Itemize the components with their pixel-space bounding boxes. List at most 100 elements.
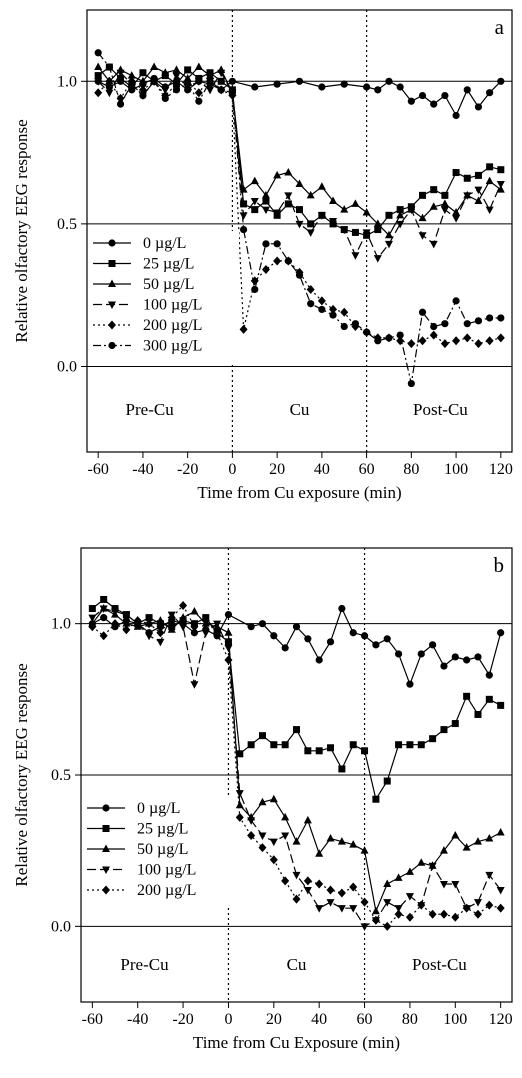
legend-label: 100 µg/L: [143, 297, 202, 314]
data-point: [304, 747, 312, 755]
data-point: [485, 336, 494, 346]
data-point: [462, 903, 471, 913]
data-point: [224, 644, 233, 653]
data-point: [384, 240, 393, 249]
legend-marker: [102, 825, 110, 832]
data-point: [497, 314, 505, 322]
data-point: [315, 879, 324, 889]
data-point: [250, 198, 259, 206]
data-point: [407, 339, 416, 349]
data-point: [239, 225, 248, 234]
data-point: [258, 832, 267, 841]
data-point: [247, 817, 256, 825]
legend-label: 300 µg/L: [143, 338, 202, 355]
data-point: [317, 296, 326, 306]
data-point: [100, 595, 108, 603]
data-point: [315, 656, 323, 664]
data-point: [194, 62, 203, 71]
data-point: [417, 650, 425, 658]
data-point: [349, 840, 358, 848]
data-point: [94, 72, 102, 80]
data-point: [374, 337, 382, 345]
data-point: [224, 610, 233, 619]
data-point: [385, 211, 393, 219]
data-point: [224, 628, 233, 636]
data-point: [228, 89, 236, 97]
data-point: [428, 862, 437, 871]
data-point: [439, 909, 448, 919]
data-point: [361, 747, 369, 755]
data-point: [497, 629, 505, 637]
data-point: [430, 322, 438, 331]
data-point: [351, 199, 360, 207]
legend-label: 50 µg/L: [143, 276, 194, 293]
data-point: [88, 605, 96, 613]
x-tick-label: 120: [489, 1011, 513, 1028]
data-point: [418, 232, 427, 240]
data-point: [496, 887, 505, 895]
data-point: [261, 206, 270, 215]
x-tick-label: 80: [403, 461, 419, 478]
data-point: [340, 205, 349, 213]
data-point: [486, 89, 494, 97]
data-point: [463, 320, 471, 328]
x-tick-label: -40: [132, 461, 153, 478]
data-point: [306, 229, 315, 237]
data-point: [405, 912, 414, 922]
data-point: [295, 220, 304, 229]
data-point: [452, 111, 460, 120]
data-point: [206, 77, 214, 85]
x-tick-label: -20: [177, 461, 198, 478]
data-point: [139, 91, 147, 100]
data-point: [418, 213, 427, 222]
data-point: [239, 324, 248, 334]
data-point: [394, 905, 403, 913]
data-point: [441, 91, 449, 100]
data-point: [371, 915, 380, 925]
data-point: [340, 322, 348, 331]
data-point: [111, 608, 120, 617]
data-point: [474, 317, 483, 325]
data-point: [417, 858, 426, 866]
data-point: [485, 871, 494, 880]
data-point: [306, 190, 315, 199]
data-point: [430, 100, 438, 108]
data-point: [373, 219, 382, 227]
data-point: [94, 78, 103, 86]
data-point: [326, 834, 335, 842]
data-point: [474, 186, 483, 195]
legend-marker: [108, 301, 116, 309]
data-point: [295, 271, 304, 279]
phase-label: Pre-Cu: [120, 955, 169, 974]
x-tick-label: 120: [489, 461, 513, 478]
data-point: [284, 257, 292, 265]
data-point: [184, 66, 192, 74]
data-point: [284, 168, 293, 176]
data-point: [451, 912, 460, 922]
data-point: [360, 897, 369, 907]
data-point: [150, 62, 159, 71]
data-point: [396, 331, 404, 339]
data-point: [317, 212, 326, 220]
x-axis-label: Time from Cu Exposure (min): [193, 1033, 400, 1052]
data-point: [190, 622, 199, 632]
data-point: [206, 86, 215, 95]
data-point: [258, 797, 267, 806]
x-tick-label: 0: [224, 1011, 232, 1028]
data-point: [429, 240, 438, 249]
data-point: [261, 264, 270, 274]
data-point: [195, 97, 203, 105]
data-point: [315, 747, 323, 755]
data-point: [251, 83, 259, 91]
legend-marker: [102, 866, 110, 874]
data-point: [258, 843, 267, 853]
data-point: [326, 638, 335, 646]
data-point: [349, 629, 357, 637]
legend-marker: [108, 320, 116, 330]
data-point: [337, 837, 346, 845]
legend-marker: [108, 260, 116, 267]
data-point: [303, 887, 312, 895]
data-point: [383, 635, 391, 643]
data-point: [172, 72, 181, 81]
data-point: [261, 190, 270, 199]
